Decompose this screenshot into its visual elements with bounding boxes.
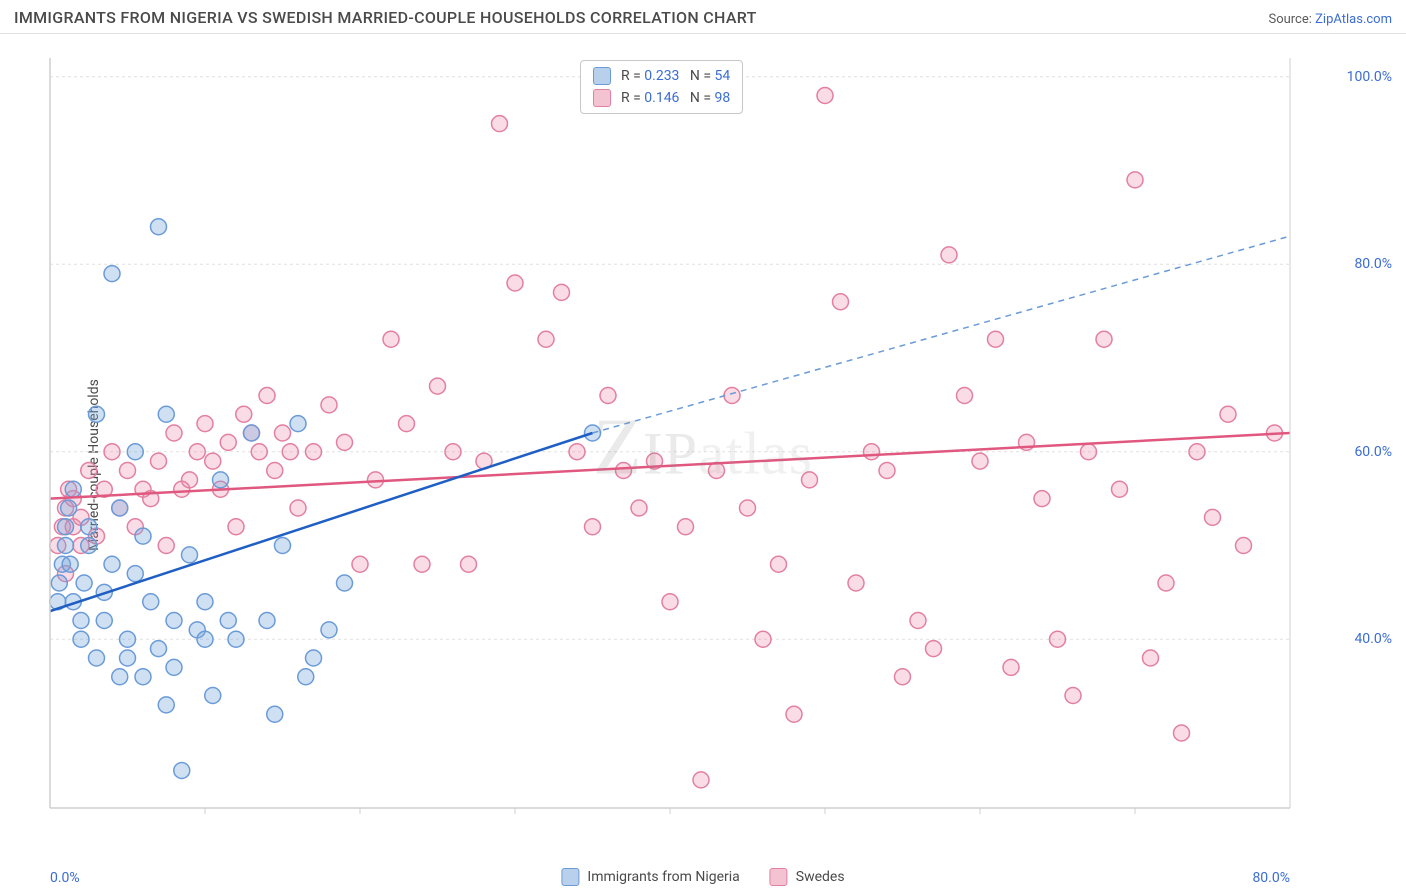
chart-header: IMMIGRANTS FROM NIGERIA VS SWEDISH MARRI… xyxy=(0,0,1406,34)
x-tick-label: 80.0% xyxy=(1252,870,1290,886)
legend-item-nigeria: Immigrants from Nigeria xyxy=(561,868,739,886)
source-link[interactable]: ZipAtlas.com xyxy=(1315,12,1392,27)
x-tick-label: 0.0% xyxy=(50,870,80,886)
stats-legend-row: R = 0.233 N = 54 xyxy=(581,65,742,87)
bottom-legend: Immigrants from Nigeria Swedes xyxy=(561,868,844,886)
y-tick-label: 60.0% xyxy=(1354,444,1392,460)
stats-legend: R = 0.233 N = 54 R = 0.146 N = 98 xyxy=(580,60,743,114)
stats-text: R = 0.233 N = 54 xyxy=(621,68,730,84)
legend-swatch-nigeria xyxy=(561,868,579,886)
stats-swatch xyxy=(593,89,611,107)
legend-item-swedes: Swedes xyxy=(770,868,845,886)
scatter-chart xyxy=(40,48,1400,838)
stats-swatch xyxy=(593,67,611,85)
source-label: Source: ZipAtlas.com xyxy=(1268,12,1392,27)
legend-label-swedes: Swedes xyxy=(796,869,845,885)
y-tick-label: 40.0% xyxy=(1354,631,1392,647)
plot-container: Married-couple Households ZIPatlas R = 0… xyxy=(0,38,1406,892)
legend-swatch-swedes xyxy=(770,868,788,886)
stats-text: R = 0.146 N = 98 xyxy=(621,90,730,106)
chart-title: IMMIGRANTS FROM NIGERIA VS SWEDISH MARRI… xyxy=(14,8,757,27)
y-tick-label: 80.0% xyxy=(1354,256,1392,272)
y-tick-label: 100.0% xyxy=(1347,69,1392,85)
legend-label-nigeria: Immigrants from Nigeria xyxy=(587,869,739,885)
source-prefix: Source: xyxy=(1268,12,1315,27)
stats-legend-row: R = 0.146 N = 98 xyxy=(581,87,742,109)
